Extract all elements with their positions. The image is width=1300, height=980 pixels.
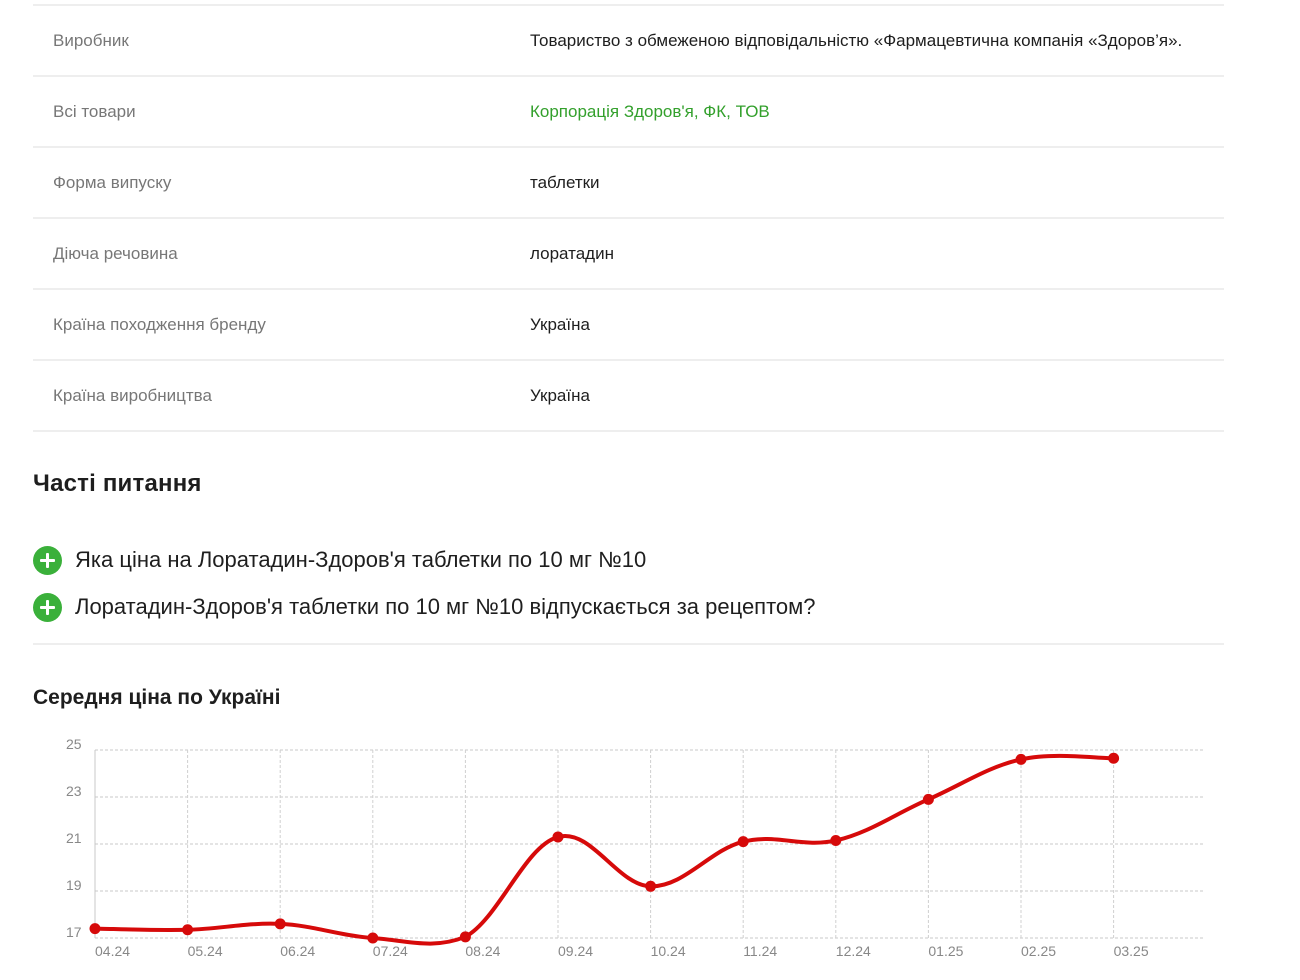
attribute-value: Україна — [530, 386, 590, 405]
y-tick-label: 25 — [66, 736, 82, 752]
x-tick-label: 11.24 — [743, 943, 777, 959]
chart-title: Середня ціна по Україні — [33, 686, 281, 709]
price-point[interactable] — [552, 831, 564, 843]
x-tick-label: 06.24 — [280, 943, 315, 959]
faq-question[interactable]: Яка ціна на Лоратадин-Здоров'я таблетки … — [75, 547, 647, 572]
attribute-row: Країна виробництва Україна — [33, 361, 1224, 432]
faq-item[interactable]: Лоратадин-Здоров'я таблетки по 10 мг №10… — [33, 591, 816, 623]
y-tick-label: 21 — [66, 830, 82, 846]
x-tick-label: 12.24 — [836, 943, 871, 959]
x-tick-label: 01.25 — [928, 943, 963, 959]
faq-question[interactable]: Лоратадин-Здоров'я таблетки по 10 мг №10… — [75, 594, 816, 619]
attribute-label: Форма випуску — [53, 173, 172, 192]
all-products-link[interactable]: Корпорація Здоров'я, ФК, ТОВ — [530, 102, 770, 121]
attribute-label: Країна походження бренду — [53, 315, 266, 334]
price-series-line — [93, 753, 1116, 946]
attribute-label: Діюча речовина — [53, 244, 178, 263]
faq-heading: Часті питання — [33, 470, 202, 497]
x-tick-label: 02.25 — [1021, 943, 1056, 959]
y-tick-label: 17 — [66, 924, 82, 940]
price-point[interactable] — [367, 932, 379, 944]
attribute-value: Товариство з обмеженою відповідальністю … — [530, 31, 1183, 50]
price-point[interactable] — [182, 924, 194, 936]
price-point[interactable] — [274, 918, 286, 930]
product-attributes-table: Виробник Товариство з обмеженою відповід… — [33, 4, 1224, 432]
price-point[interactable] — [1108, 752, 1120, 764]
attribute-row: Країна походження бренду Україна — [33, 290, 1224, 361]
plus-icon[interactable] — [33, 592, 62, 622]
y-tick-label: 19 — [66, 877, 82, 893]
price-point[interactable] — [737, 836, 749, 848]
x-tick-label: 04.24 — [95, 943, 130, 959]
price-point[interactable] — [645, 880, 657, 892]
price-point[interactable] — [459, 931, 471, 943]
attribute-label: Країна виробництва — [53, 386, 212, 405]
attribute-value: Україна — [530, 315, 590, 334]
price-point[interactable] — [1015, 753, 1027, 765]
price-point[interactable] — [922, 793, 934, 805]
plus-icon[interactable] — [33, 545, 62, 575]
attribute-row: Виробник Товариство з обмеженою відповід… — [33, 6, 1224, 77]
x-tick-label: 08.24 — [465, 943, 500, 959]
price-point[interactable] — [89, 923, 101, 935]
attribute-row: Діюча речовина лоратадин — [33, 219, 1224, 290]
attribute-label: Виробник — [53, 31, 129, 50]
attribute-row: Всі товари Корпорація Здоров'я, ФК, ТОВ — [33, 77, 1224, 148]
attribute-value: таблетки — [530, 173, 600, 192]
price-point[interactable] — [830, 834, 842, 846]
x-tick-label: 10.24 — [651, 943, 686, 959]
y-tick-label: 23 — [66, 783, 82, 799]
faq-item[interactable]: Яка ціна на Лоратадин-Здоров'я таблетки … — [33, 544, 646, 576]
attribute-label: Всі товари — [53, 102, 136, 121]
section-divider — [33, 643, 1224, 645]
x-tick-label: 03.25 — [1114, 943, 1149, 959]
x-tick-label: 05.24 — [188, 943, 223, 959]
x-tick-label: 07.24 — [373, 943, 408, 959]
x-tick-label: 09.24 — [558, 943, 593, 959]
attribute-row: Форма випуску таблетки — [33, 148, 1224, 219]
attribute-value: лоратадин — [530, 244, 614, 263]
